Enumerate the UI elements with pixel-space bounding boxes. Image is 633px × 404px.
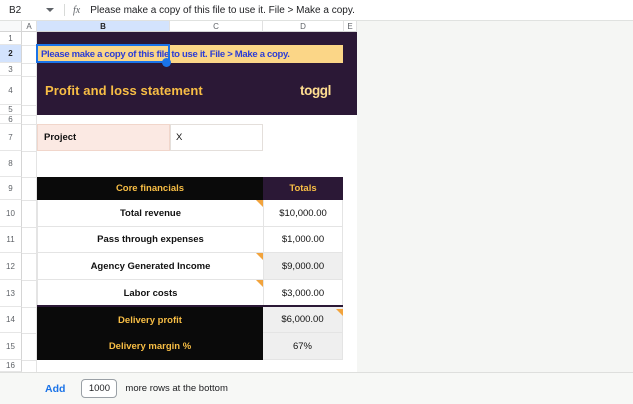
column-header-a[interactable]: A	[22, 21, 37, 32]
gridline-row	[22, 105, 37, 106]
row-header-3[interactable]: 3	[0, 63, 22, 76]
copy-notice-text: Please make a copy of this file to use i…	[41, 48, 290, 60]
row-header-10[interactable]: 10	[0, 200, 22, 227]
row-header-1[interactable]: 1	[0, 32, 22, 45]
table-row-label[interactable]: Agency Generated Income	[37, 253, 263, 280]
row-header-5[interactable]: 5	[0, 105, 22, 115]
row-header-16[interactable]: 16	[0, 360, 22, 372]
table-row-label[interactable]: Pass through expenses	[37, 227, 263, 253]
table-row-value-text: $3,000.00	[281, 287, 325, 299]
table-row-value-text: $1,000.00	[281, 234, 325, 245]
page-title: Profit and loss statement	[45, 83, 203, 98]
gridline-row	[22, 76, 37, 77]
table-row-label[interactable]: Delivery margin %	[37, 333, 263, 360]
fx-icon: fx	[73, 4, 81, 16]
table-row-label[interactable]: Labor costs	[37, 280, 263, 307]
copy-notice-cell[interactable]: Please make a copy of this file to use i…	[37, 45, 343, 63]
sheet-title-cell[interactable]: Profit and loss statement toggl	[37, 76, 357, 105]
column-header-d[interactable]: D	[263, 21, 344, 32]
table-row-value-text: $6,000.00	[281, 314, 324, 325]
gridline-col-a	[36, 32, 37, 372]
table-row-label-text: Labor costs	[123, 287, 178, 299]
gridline-row	[22, 45, 37, 46]
gridline-row	[22, 124, 37, 125]
table-row-label-text: Delivery profit	[118, 314, 182, 326]
gridline-row	[22, 280, 37, 281]
row-header-7[interactable]: 7	[0, 124, 22, 151]
add-rows-footer: Add 1000 more rows at the bottom	[0, 372, 633, 404]
add-rows-button[interactable]: Add	[45, 382, 66, 395]
formula-bar: B2 fx Please make a copy of this file to…	[0, 0, 633, 21]
row-header-13[interactable]: 13	[0, 280, 22, 307]
gridline-row	[22, 307, 37, 308]
row-header-15[interactable]: 15	[0, 333, 22, 360]
table-section-divider	[37, 305, 343, 307]
table-header-totals[interactable]: Totals	[263, 177, 343, 200]
note-indicator-icon	[256, 253, 263, 260]
select-all-corner[interactable]	[0, 21, 22, 32]
table-row-value[interactable]: $6,000.00	[263, 307, 343, 333]
project-value: X	[176, 132, 183, 143]
row-header-2[interactable]: 2	[0, 45, 22, 63]
outside-grid-area	[357, 21, 633, 372]
project-label-cell[interactable]: Project	[37, 124, 170, 151]
row-header-4[interactable]: 4	[0, 76, 22, 105]
table-row-label-text: Agency Generated Income	[90, 260, 211, 272]
table-row-label-text: Delivery margin %	[108, 341, 192, 352]
toggl-logo: toggl	[300, 83, 331, 98]
selection-fill-handle[interactable]	[162, 58, 171, 67]
add-rows-suffix-text: more rows at the bottom	[125, 383, 228, 394]
gridline-row	[22, 63, 37, 64]
note-indicator-icon	[256, 280, 263, 287]
row-header-12[interactable]: 12	[0, 253, 22, 280]
table-row-label-text: Total revenue	[119, 207, 182, 219]
row-header-14[interactable]: 14	[0, 307, 22, 333]
note-indicator-icon	[256, 200, 263, 207]
rows-count-input[interactable]: 1000	[81, 379, 118, 398]
table-row-label-text: Pass through expenses	[97, 234, 204, 245]
table-row-label[interactable]: Total revenue	[37, 200, 263, 227]
cell-name-box[interactable]: B2	[9, 4, 22, 16]
project-value-cell[interactable]: X	[170, 124, 263, 151]
table-row-value-text: 67%	[292, 340, 312, 352]
gridline-row	[22, 253, 37, 254]
column-header-e[interactable]: E	[344, 21, 357, 32]
name-box-dropdown-icon[interactable]	[46, 8, 54, 12]
table-row-value[interactable]: $3,000.00	[263, 280, 343, 307]
row-header-6[interactable]: 6	[0, 115, 22, 124]
project-label: Project	[44, 132, 77, 143]
note-indicator-icon	[336, 309, 343, 316]
table-row-value[interactable]: 67%	[263, 333, 343, 360]
table-row-value-text: $10,000.00	[279, 207, 327, 219]
table-row-value-text: $9,000.00	[281, 260, 325, 272]
gridline-row	[22, 151, 37, 152]
row-header-9[interactable]: 9	[0, 177, 22, 200]
formula-input[interactable]: Please make a copy of this file to use i…	[90, 4, 355, 16]
gridline-row	[22, 360, 37, 361]
gridline-row	[22, 177, 37, 178]
table-row-value[interactable]: $9,000.00	[263, 253, 343, 280]
table-header-core-financials[interactable]: Core financials	[37, 177, 263, 200]
table-row-value[interactable]: $1,000.00	[263, 227, 343, 253]
formula-bar-divider	[64, 4, 65, 16]
table-header-label: Core financials	[115, 183, 185, 194]
column-header-b[interactable]: B	[37, 21, 170, 32]
table-row-label[interactable]: Delivery profit	[37, 307, 263, 333]
row-header-8[interactable]: 8	[0, 151, 22, 177]
active-cell-selection[interactable]	[36, 44, 170, 63]
column-header-c[interactable]: C	[170, 21, 263, 32]
table-header-totals-label: Totals	[289, 183, 317, 194]
gridline-row	[22, 227, 37, 228]
gridline-row	[22, 333, 37, 334]
row-header-11[interactable]: 11	[0, 227, 22, 253]
gridline-row	[22, 115, 37, 116]
gridline-row	[22, 200, 37, 201]
table-row-value[interactable]: $10,000.00	[263, 200, 343, 227]
